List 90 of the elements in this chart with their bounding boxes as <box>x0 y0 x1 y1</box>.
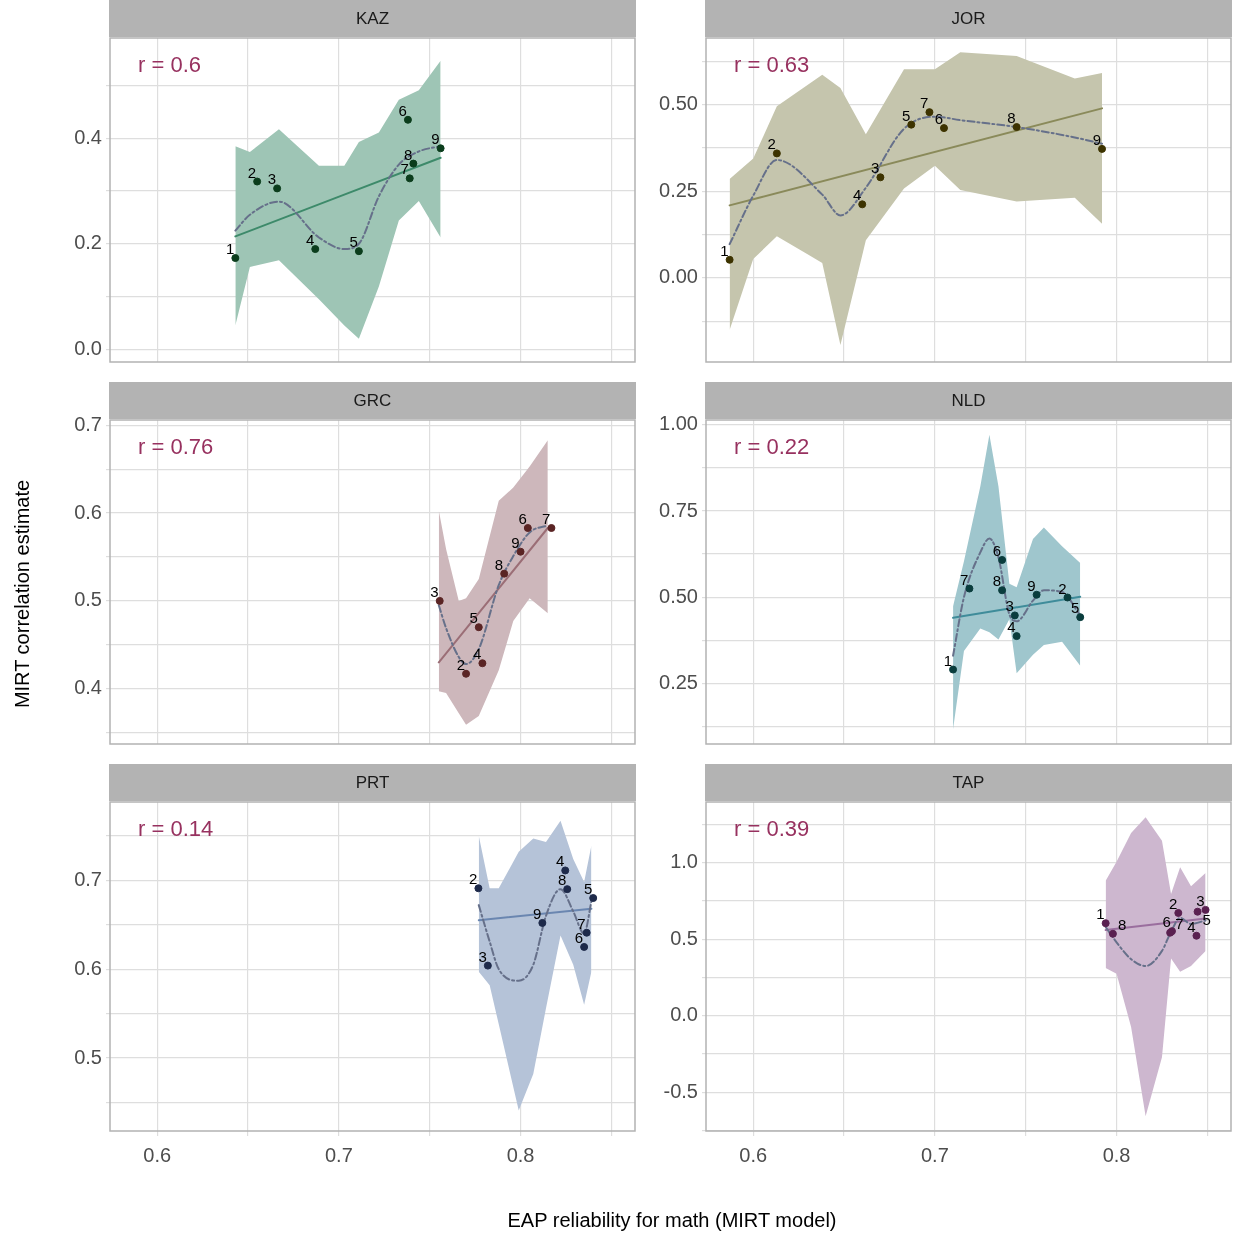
y-tick-label: 0.6 <box>74 500 102 523</box>
annotation: 9 <box>1092 130 1102 148</box>
annotation: 8 <box>494 555 504 573</box>
chart-title: JOR <box>951 8 986 28</box>
annotation: r = 0.6 <box>138 52 201 78</box>
annotation: 1 <box>226 240 235 258</box>
annotation: 6 <box>518 510 527 527</box>
annotation: 8 <box>992 572 1002 590</box>
x-axis-title: EAP reliability for math (MIRT model) <box>507 1208 837 1232</box>
annotation: r = 0.14 <box>138 816 214 842</box>
annotation: 4 <box>473 645 482 663</box>
y-tick-label: 0.75 <box>659 498 698 521</box>
annotation: 3 <box>430 582 439 600</box>
y-tick-label: 0.25 <box>659 178 698 201</box>
annotation: r = 0.39 <box>734 816 810 842</box>
annotation: 4 <box>555 852 565 870</box>
x-tick-label: 0.8 <box>506 1143 535 1166</box>
annotation: 5 <box>469 609 478 627</box>
chart-title: GRC <box>353 390 392 410</box>
y-tick-label: 0.5 <box>74 1045 102 1068</box>
annotation: 7 <box>920 94 929 112</box>
annotation: 1 <box>720 241 729 259</box>
annotation: 4 <box>305 231 315 249</box>
y-tick-label: 1.00 <box>659 412 698 435</box>
annotation: 3 <box>267 170 277 188</box>
annotation: 1 <box>943 651 953 669</box>
annotation: 3 <box>478 947 487 965</box>
annotation: r = 0.63 <box>734 52 810 78</box>
y-tick-label: 0.50 <box>659 92 698 115</box>
annotation: 3 <box>1196 891 1205 909</box>
y-tick-label: 0.50 <box>659 584 698 607</box>
annotation: 2 <box>1058 579 1067 597</box>
annotation: 9 <box>1027 576 1036 594</box>
annotation: 3 <box>871 159 880 177</box>
annotation: r = 0.22 <box>734 434 810 460</box>
y-tick-label: 0.0 <box>74 336 102 359</box>
annotation: 7 <box>1175 914 1184 932</box>
y-tick-label: 0.2 <box>74 231 102 254</box>
x-tick-label: 0.6 <box>739 1143 768 1166</box>
y-tick-label: -0.5 <box>663 1079 698 1102</box>
y-tick-label: 0.7 <box>74 412 102 435</box>
annotation: 3 <box>1005 597 1014 615</box>
y-tick-label: 0.0 <box>670 1003 698 1026</box>
x-tick-label: 0.7 <box>920 1143 949 1166</box>
annotation: 6 <box>992 541 1002 559</box>
annotation: 4 <box>1187 917 1196 935</box>
y-tick-label: 0.4 <box>74 676 102 699</box>
annotation: 7 <box>960 570 969 588</box>
annotation: 6 <box>934 110 943 128</box>
chart-title: TAP <box>952 772 985 792</box>
y-tick-label: 0.5 <box>670 926 698 949</box>
y-tick-label: 0.5 <box>74 588 102 611</box>
annotation: 4 <box>852 186 862 204</box>
annotation: 2 <box>1168 894 1178 912</box>
annotation: 2 <box>469 870 478 888</box>
x-tick-label: 0.7 <box>324 1143 353 1166</box>
y-tick-label: 0.00 <box>659 265 698 288</box>
annotation: 6 <box>1162 913 1171 931</box>
x-tick-label: 0.8 <box>1102 1143 1131 1166</box>
annotation: 7 <box>542 510 551 527</box>
y-tick-label: 0.25 <box>659 670 698 693</box>
annotation: 8 <box>557 871 567 889</box>
annotation: 2 <box>247 163 257 181</box>
annotation: 5 <box>349 233 358 251</box>
annotation: 4 <box>1007 618 1016 636</box>
annotation: r = 0.76 <box>138 434 214 460</box>
annotation: 7 <box>400 160 409 178</box>
annotation: 8 <box>404 145 413 163</box>
annotation: 9 <box>431 130 440 148</box>
y-axis-title: MIRT correlation estimate <box>10 479 34 709</box>
annotation: 9 <box>533 904 542 922</box>
annotation: 8 <box>1117 915 1127 933</box>
annotation: 5 <box>1202 910 1211 928</box>
annotation: 8 <box>1007 109 1016 127</box>
y-tick-label: 0.7 <box>74 867 102 890</box>
y-tick-label: 0.4 <box>74 125 102 148</box>
annotation: 2 <box>456 655 466 673</box>
y-tick-label: 1.0 <box>670 850 698 873</box>
x-tick-label: 0.6 <box>143 1143 172 1166</box>
annotation: 9 <box>511 533 520 551</box>
chart-title: PRT <box>355 772 390 792</box>
chart-title: KAZ <box>355 8 390 28</box>
chart-title: NLD <box>951 390 986 410</box>
y-tick-label: 0.6 <box>74 956 102 979</box>
annotation: 6 <box>398 101 407 119</box>
annotation: 5 <box>901 106 911 124</box>
annotation: 2 <box>767 135 776 153</box>
annotation: 1 <box>1096 905 1105 923</box>
annotation: 5 <box>583 880 593 898</box>
annotation: 5 <box>1070 599 1080 617</box>
